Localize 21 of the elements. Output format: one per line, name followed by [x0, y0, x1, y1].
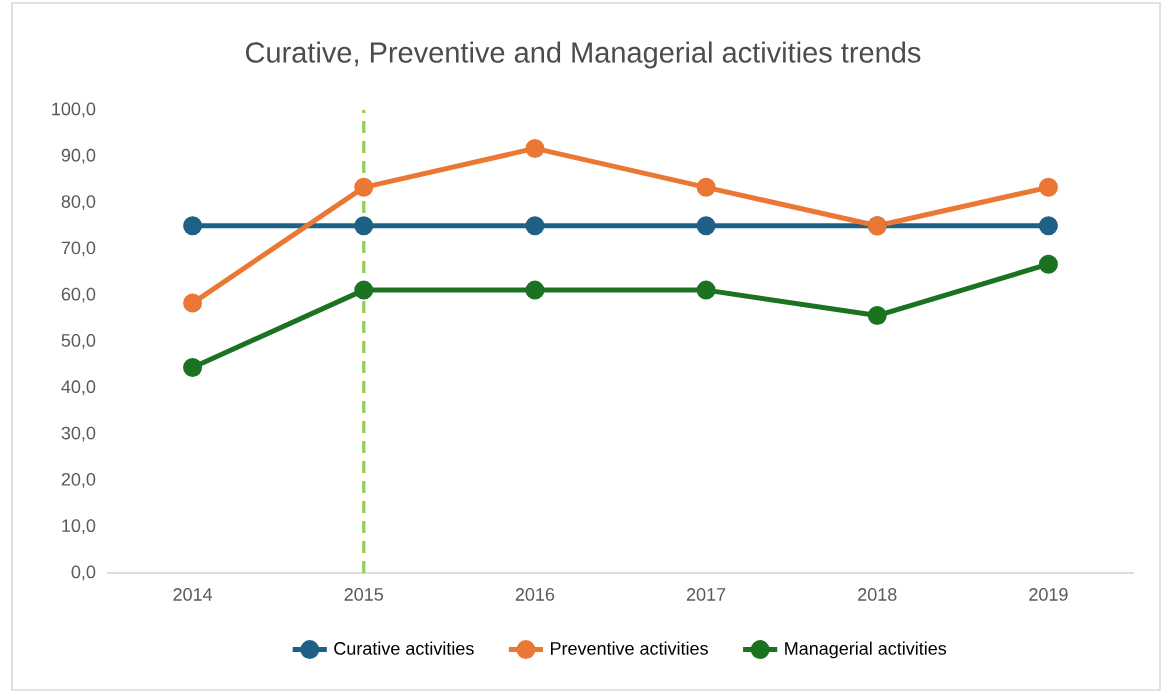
y-tick-label: 20,0 — [61, 472, 96, 488]
x-tick-label: 2016 — [515, 588, 555, 601]
y-tick-label: 70,0 — [61, 241, 96, 257]
x-tick-label: 2019 — [1029, 588, 1068, 601]
x-tick-label: 2017 — [686, 588, 726, 601]
y-tick-label: 80,0 — [61, 195, 96, 211]
legend-label: Curative activities — [334, 641, 474, 655]
chart-title: Curative, Preventive and Managerial activities trends — [245, 41, 921, 69]
x-tick-label: 2018 — [858, 588, 897, 601]
x-tick-label: 2015 — [344, 588, 384, 601]
y-tick-label: 0,0 — [71, 565, 96, 581]
legend-label: Managerial activities — [785, 641, 947, 659]
legend-label: Preventive activities — [551, 641, 708, 655]
y-tick-label: 60,0 — [61, 287, 96, 303]
y-tick-label: 100,0 — [52, 102, 96, 118]
y-tick-label: 40,0 — [61, 380, 96, 396]
y-tick-label: 50,0 — [61, 334, 96, 349]
y-tick-label: 90,0 — [61, 148, 96, 164]
x-tick-label: 2014 — [173, 588, 213, 601]
y-tick-label: 10,0 — [62, 519, 96, 535]
y-tick-label: 30,0 — [61, 426, 96, 442]
